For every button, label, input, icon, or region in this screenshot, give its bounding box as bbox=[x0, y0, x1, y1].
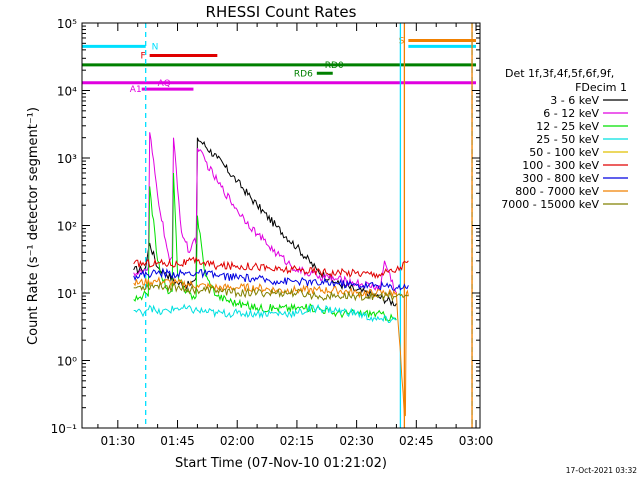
x-tick-label: 02:30 bbox=[339, 434, 374, 448]
y-tick-label: 10⁴ bbox=[57, 85, 77, 99]
flag-label-rd6: RD6 bbox=[294, 69, 313, 79]
legend-header-line-1: Det 1f,3f,4f,5f,6f,9f, bbox=[505, 67, 614, 80]
x-tick-label: 01:30 bbox=[101, 434, 136, 448]
chart-title: RHESSI Count Rates bbox=[206, 3, 357, 21]
y-tick-label: 10⁰ bbox=[57, 355, 77, 369]
flag-label-a1: A1 bbox=[130, 85, 142, 95]
x-tick-label: 02:45 bbox=[399, 434, 434, 448]
y-tick-label: 10⁻¹ bbox=[51, 422, 78, 436]
series-line-100-300-kev bbox=[133, 256, 409, 280]
y-tick-label: 10¹ bbox=[57, 287, 77, 301]
flag-bars: N S F RD0 RD6 AQ A1 bbox=[82, 37, 477, 95]
legend-entry-label: 800 - 7000 keV bbox=[515, 185, 599, 198]
legend-entry-label: 25 - 50 keV bbox=[536, 133, 599, 146]
legend-entry-label: 50 - 100 keV bbox=[529, 146, 599, 159]
legend-entry-label: 6 - 12 keV bbox=[543, 107, 599, 120]
x-axis-label: Start Time (07-Nov-10 01:21:02) bbox=[175, 456, 387, 471]
series-line-7000-15000-kev bbox=[133, 281, 409, 302]
series-lines bbox=[133, 132, 409, 417]
y-tick-label: 10⁵ bbox=[57, 17, 77, 31]
y-tick-label: 10³ bbox=[57, 152, 77, 166]
series-line-300-800-kev bbox=[133, 267, 409, 292]
series-line-12-25-kev bbox=[133, 172, 397, 322]
legend-header-line-2: FDecim 1 bbox=[575, 81, 627, 94]
axes: 10⁻¹ 10⁰ 10¹ 10² 10³ 10⁴ 10⁵ 01:30 01:45 02:00 02:… bbox=[51, 17, 494, 448]
legend: Det 1f,3f,4f,5f,6f,9f,FDecim 13 - 6 keV6… bbox=[501, 67, 628, 211]
flag-label-n: N bbox=[152, 42, 159, 52]
footer-timestamp: 17-Oct-2021 03:32 bbox=[566, 466, 637, 475]
x-tick-label: 03:00 bbox=[459, 434, 494, 448]
y-axis-label: Count Rate (s⁻¹ detector segment⁻¹) bbox=[26, 107, 41, 345]
series-line-800-7000-kev bbox=[133, 276, 409, 417]
x-tick-label: 02:15 bbox=[280, 434, 315, 448]
flag-label-rd0: RD0 bbox=[325, 61, 344, 71]
x-tick-label: 02:00 bbox=[220, 434, 255, 448]
legend-entry-label: 12 - 25 keV bbox=[536, 120, 599, 133]
flag-label-f: F bbox=[140, 52, 145, 62]
flag-label-aq: AQ bbox=[158, 79, 171, 89]
legend-entry-label: 7000 - 15000 keV bbox=[501, 198, 599, 211]
y-tick-label: 10² bbox=[57, 220, 77, 234]
series-line-25-50-kev bbox=[133, 303, 397, 324]
flag-label-s: S bbox=[399, 37, 405, 47]
legend-entry-label: 3 - 6 keV bbox=[550, 94, 599, 107]
legend-entry-label: 300 - 800 keV bbox=[522, 172, 599, 185]
legend-entry-label: 100 - 300 keV bbox=[522, 159, 599, 172]
x-tick-label: 01:45 bbox=[160, 434, 195, 448]
series-line-6-12-kev bbox=[133, 132, 397, 294]
